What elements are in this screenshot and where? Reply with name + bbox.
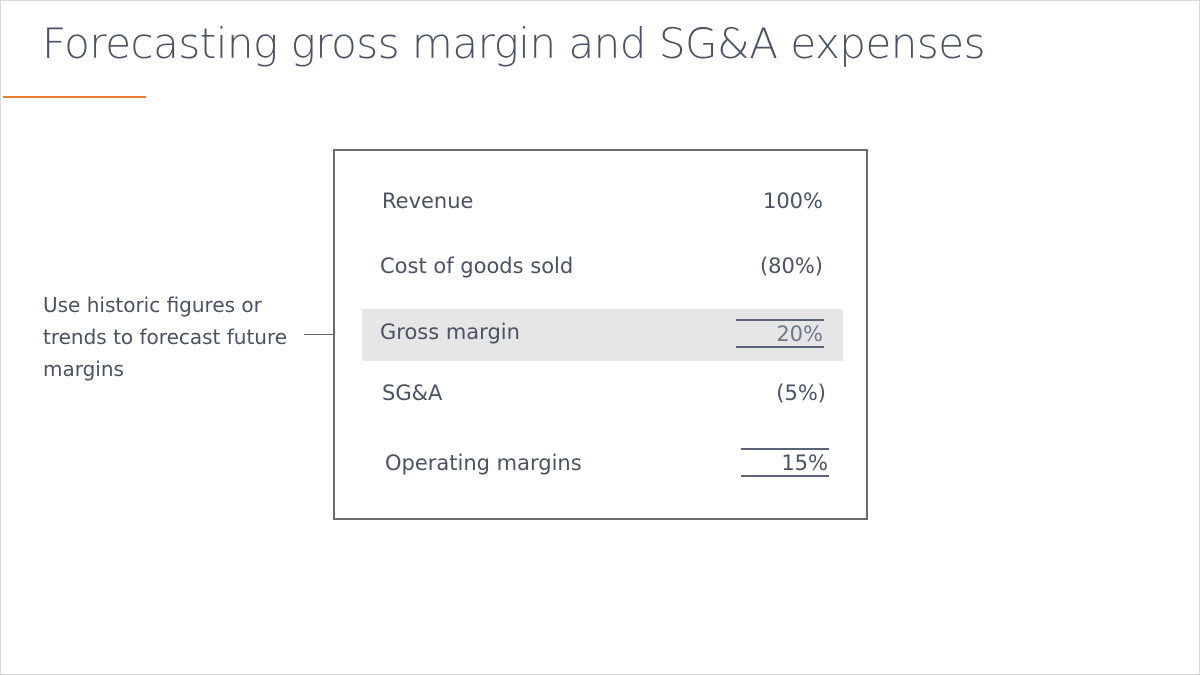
gross-margin-top-rule	[736, 319, 824, 321]
row-label-sga: SG&A	[382, 381, 443, 405]
title-accent-line	[3, 96, 146, 98]
row-label-gross-margin: Gross margin	[380, 320, 520, 344]
row-value-revenue: 100%	[762, 189, 823, 213]
row-value-cogs: (80%)	[759, 254, 823, 278]
operating-margin-top-rule	[741, 448, 829, 450]
row-label-operating-margins: Operating margins	[385, 451, 582, 475]
callout-annotation: Use historic figures or trends to foreca…	[43, 289, 308, 385]
callout-line: margins	[43, 357, 124, 381]
callout-connector-line	[304, 334, 361, 335]
row-value-gross-margin: 20%	[776, 322, 823, 346]
callout-line: trends to forecast future	[43, 325, 288, 349]
row-value-operating-margins: 15%	[781, 451, 828, 475]
gross-margin-bottom-rule	[736, 346, 824, 348]
gross-margin-highlight	[362, 309, 843, 361]
operating-margin-bottom-rule	[741, 475, 829, 477]
callout-line: Use historic figures or	[43, 293, 262, 317]
row-value-sga: (5%)	[776, 381, 826, 405]
row-label-revenue: Revenue	[382, 189, 474, 213]
slide-title: Forecasting gross margin and SG&A expens…	[42, 19, 986, 68]
row-label-cogs: Cost of goods sold	[380, 254, 574, 278]
